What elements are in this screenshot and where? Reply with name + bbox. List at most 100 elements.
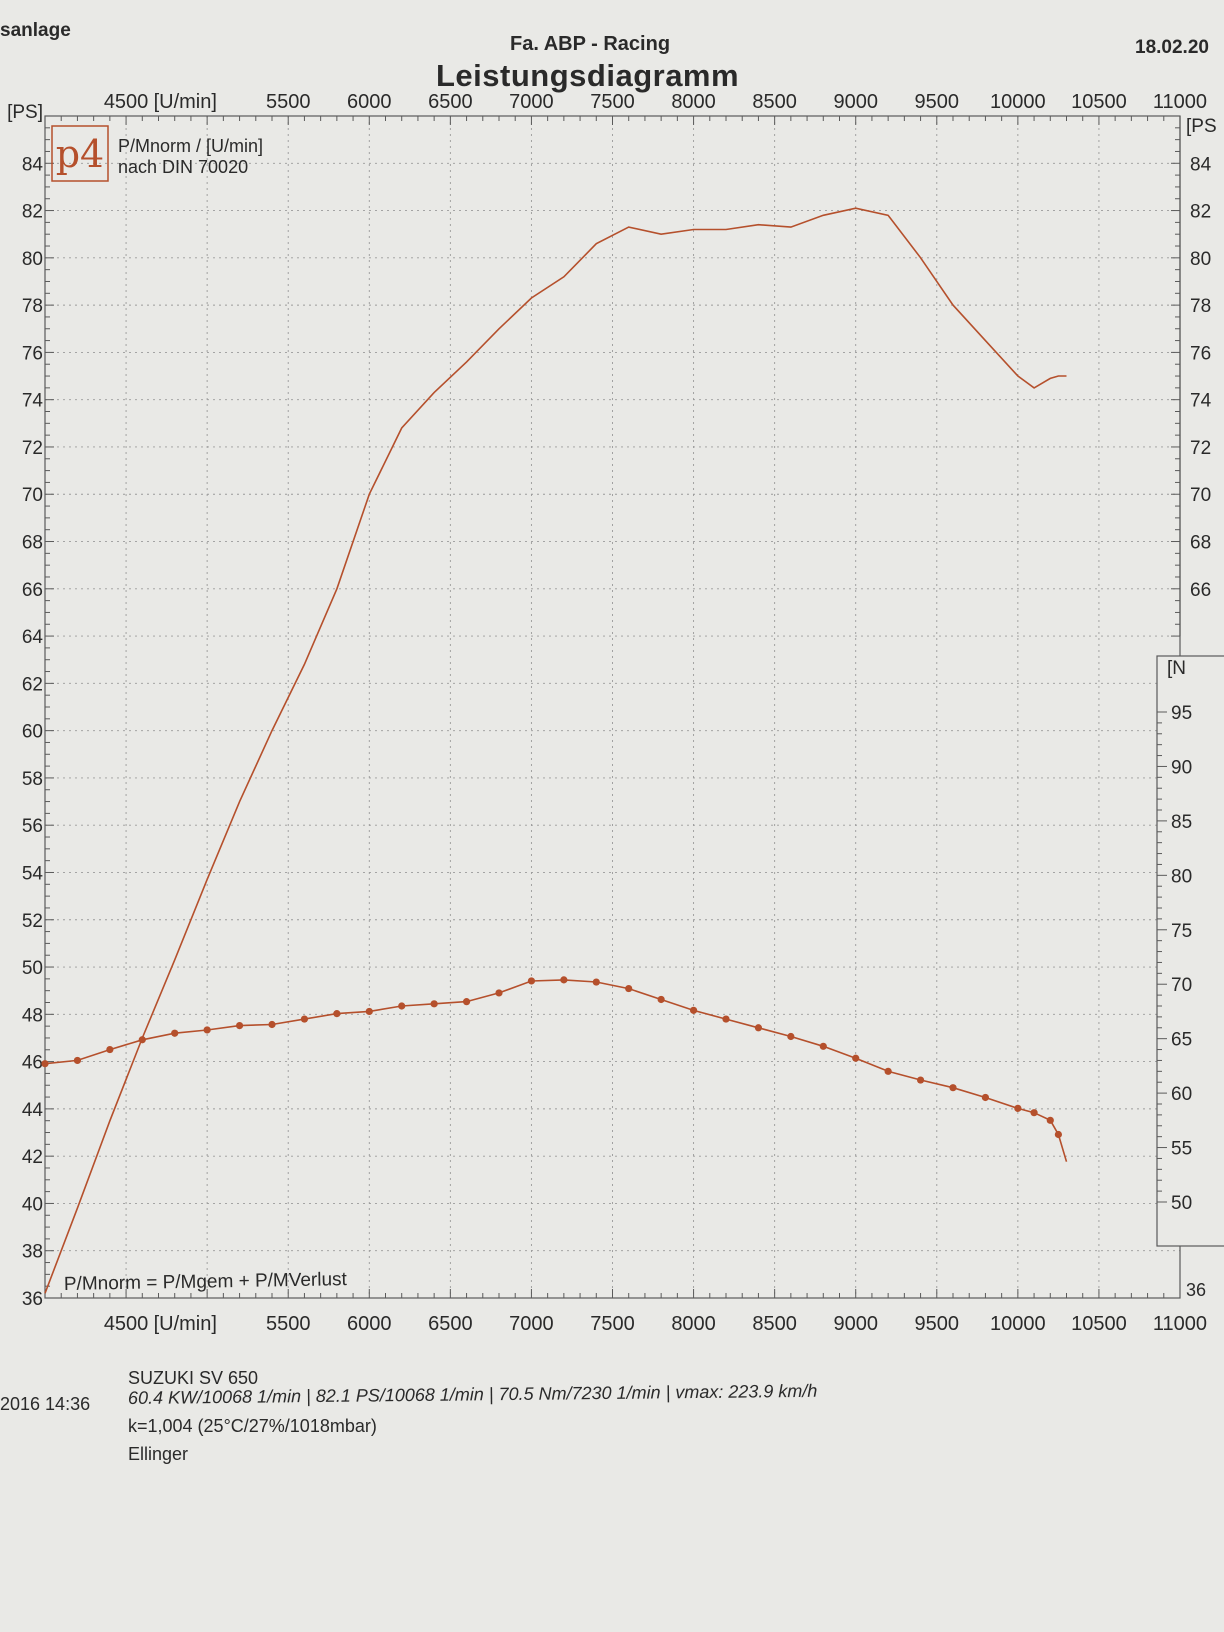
torque-point [819, 1042, 827, 1050]
y-right-ps-tick-label: 76 [1190, 343, 1211, 364]
axis-layer: 4500 4500 5500 5500 6000 6000 6500 6500 7000 7000… [7, 91, 1224, 1335]
torque-point [171, 1029, 179, 1037]
y-left-tick-label: 72 [22, 438, 43, 459]
y-left-tick-label: 80 [22, 249, 43, 270]
torque-point [430, 1000, 438, 1008]
torque-point [235, 1022, 244, 1030]
y-torque-unit-label: [N [1167, 658, 1186, 679]
x-tick-label-top: 6500 [428, 91, 473, 113]
y-left-tick-label: 84 [22, 154, 44, 175]
y-torque-tick-label: 90 [1171, 757, 1192, 778]
y-left-tick-label: 68 [22, 533, 43, 554]
torque-point [1030, 1109, 1038, 1117]
y-right-ps-tick-label: 84 [1190, 154, 1212, 175]
y-left-tick-label: 46 [22, 1053, 43, 1074]
y-torque-tick-label: 75 [1171, 921, 1192, 942]
torque-point [333, 1010, 341, 1018]
y-left-tick-label: 56 [22, 816, 43, 837]
y-torque-tick-label: 65 [1171, 1030, 1192, 1051]
series-layer [41, 207, 1068, 1294]
torque-point [203, 1026, 211, 1034]
x-tick-label-top: 8000 [671, 91, 716, 113]
y-left-tick-label: 74 [22, 391, 44, 412]
x-tick-label-top: 10000 [990, 91, 1046, 113]
header-left-fragment: sanlage [0, 20, 71, 41]
x-tick-label-bottom: 8000 [671, 1313, 716, 1335]
vehicle-model: SUZUKI SV 650 [128, 1368, 259, 1388]
y-right-ps-tick-label: 80 [1190, 249, 1211, 270]
torque-point [657, 995, 665, 1004]
y-left-tick-label: 70 [22, 485, 43, 506]
y-left-tick-label: 58 [22, 769, 43, 790]
y-right-ps-tick-label: 78 [1190, 296, 1211, 317]
x-unit-label-bottom: [U/min] [154, 1313, 217, 1335]
test-date-time: 2016 14:36 [0, 1394, 91, 1414]
x-tick-label-bottom: 5500 [266, 1313, 311, 1335]
y-left-tick-label: 36 [22, 1289, 43, 1310]
x-tick-label-top: 10500 [1071, 91, 1127, 113]
power-curve [44, 207, 1067, 1294]
y-left-tick-label: 48 [22, 1005, 43, 1026]
y-right-ps-tick-label: 66 [1190, 580, 1211, 601]
torque-point [722, 1015, 730, 1023]
torque-point [41, 1060, 49, 1068]
x-tick-label-top: 9000 [833, 91, 878, 113]
torque-point [592, 978, 600, 986]
y-torque-tick-label: 60 [1171, 1084, 1192, 1105]
y-torque-tick-label: 50 [1171, 1193, 1192, 1214]
logo-frame [51, 125, 109, 182]
y-left-tick-label: 60 [22, 722, 43, 743]
y-torque-tick-label: 85 [1171, 812, 1192, 833]
chart-title: Leistungsdiagramm [436, 58, 740, 93]
torque-point [1054, 1130, 1062, 1139]
x-tick-label-bottom: 7500 [590, 1313, 635, 1335]
p4-logo: p4 [56, 132, 105, 176]
plot-frame [44, 115, 1181, 1299]
y-left-tick-label: 38 [22, 1242, 43, 1263]
x-tick-label-bottom: 8500 [752, 1313, 797, 1335]
y-right-ps-tick-label: 74 [1190, 391, 1212, 412]
x-tick-label-bottom: 4500 [104, 1313, 149, 1335]
torque-curve [44, 979, 1068, 1162]
torque-point [884, 1067, 892, 1075]
y-left-tick-label: 82 [22, 202, 43, 223]
y-left-tick-label: 44 [22, 1100, 44, 1121]
y-left-tick-label: 64 [22, 627, 44, 648]
torque-point [754, 1024, 763, 1032]
y-left-tick-label: 78 [22, 296, 43, 317]
torque-point [1014, 1104, 1022, 1112]
y-left-tick-label: 40 [22, 1194, 43, 1215]
y-right-ps-tick-label: 68 [1190, 533, 1211, 554]
x-tick-label-bottom: 6000 [347, 1313, 392, 1335]
y-torque-tick-label: 55 [1171, 1139, 1192, 1160]
y-torque-tick-label: 95 [1171, 703, 1192, 724]
correction-conditions: k=1,004 (25°C/27%/1018mbar) [128, 1416, 377, 1436]
x-tick-label-top: 11000 [1153, 91, 1207, 113]
y-left-tick-label: 52 [22, 911, 43, 932]
torque-point [138, 1036, 146, 1044]
formula-annotation: P/Mnorm = P/Mgem + P/MVerlust [64, 1269, 348, 1295]
torque-point [462, 998, 471, 1006]
torque-point [106, 1045, 114, 1054]
torque-scale-box [1156, 655, 1224, 1247]
y-right-ps-tick-label: 82 [1190, 202, 1211, 223]
y-right-ps-tick-label: 70 [1190, 485, 1211, 506]
x-tick-label-bottom: 9500 [915, 1313, 960, 1335]
company-name: Fa. ABP - Racing [510, 33, 671, 55]
x-tick-label-bottom: 7000 [509, 1313, 554, 1335]
y-left-tick-label: 50 [22, 958, 43, 979]
torque-point [916, 1076, 925, 1084]
y-torque-tick-label: 80 [1171, 866, 1192, 887]
x-tick-label-top: 7000 [509, 91, 554, 113]
torque-point [1046, 1116, 1054, 1124]
torque-point [73, 1056, 82, 1065]
legend-line-1: P/Mnorm / [U/min] [118, 136, 263, 156]
torque-point [981, 1093, 990, 1102]
x-tick-label-top: 6000 [347, 91, 392, 113]
torque-point [625, 984, 633, 993]
torque-point [787, 1032, 795, 1041]
grid-layer [45, 116, 1180, 1298]
x-tick-label-bottom: 10000 [990, 1313, 1046, 1335]
legend-line-2: nach DIN 70020 [118, 157, 248, 177]
